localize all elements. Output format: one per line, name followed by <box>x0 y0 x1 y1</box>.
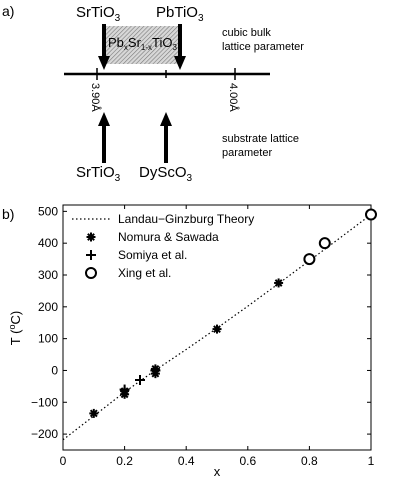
y-tick-label: 300 <box>38 268 58 282</box>
series-1 <box>89 278 284 418</box>
legend-item: Somiya et al. <box>86 248 187 262</box>
substrate-note-line-1: substrate lattice <box>222 133 299 145</box>
srtio3-down-arrow <box>98 24 110 70</box>
top-right-compound: PbTiO3 <box>156 4 204 24</box>
y-tick-label: 500 <box>38 204 58 218</box>
dysco3-up-arrow <box>160 112 172 163</box>
top-left-compound: SrTiO3 <box>76 4 121 24</box>
y-tick-label: 100 <box>38 332 58 346</box>
data-point <box>365 208 377 221</box>
y-tick-label: 200 <box>38 300 58 314</box>
x-tick-label: 0.8 <box>301 454 318 468</box>
bottom-right-compound: DyScO3 <box>139 164 193 184</box>
y-axis-label: T (oC) <box>7 311 23 345</box>
series-line-landau-ginzburg <box>62 214 372 441</box>
data-point <box>119 384 130 395</box>
data-point <box>150 365 161 376</box>
bottom-left-compound: SrTiO3 <box>76 164 121 184</box>
panel-b: b) 0 0.2 0.4 0.6 0.8 1 −200 −100 0 100 200 300 400 5… <box>2 204 377 479</box>
panel-b-label: b) <box>2 206 14 222</box>
legend-swatch <box>86 232 96 242</box>
solid-solution-label: PbxSr1-xTiO3 <box>108 35 178 52</box>
legend-item: Nomura & Sawada <box>86 230 219 244</box>
x-tick-label: 0 <box>60 454 67 468</box>
legend-label: Somiya et al. <box>118 248 187 262</box>
legend-item: Landau−Ginzburg Theory <box>72 212 254 226</box>
legend-swatch <box>85 267 97 279</box>
data-point <box>274 278 284 288</box>
legend-label: Nomura & Sawada <box>118 230 219 244</box>
srtio3-up-arrow <box>98 112 110 163</box>
legend-item: Xing et al. <box>85 266 171 280</box>
substrate-note-line-2: parameter <box>222 147 272 159</box>
pbtio3-down-arrow <box>174 24 186 70</box>
tick-label-390: 3.90Å <box>89 83 102 112</box>
tick-label-400: 4.00Å <box>227 83 240 112</box>
data-point <box>135 375 145 385</box>
series-2 <box>119 365 161 395</box>
bulk-note-line-1: cubic bulk <box>222 27 271 39</box>
y-tick-label: −100 <box>31 395 58 409</box>
y-tick-label: 0 <box>51 363 58 377</box>
y-axis: −200 −100 0 100 200 300 400 500 <box>31 204 371 441</box>
x-axis-label: x <box>214 464 221 479</box>
legend-label: Xing et al. <box>118 266 171 280</box>
data-point <box>318 237 331 250</box>
data-point <box>303 253 316 266</box>
plot-area <box>62 204 372 451</box>
y-tick-label: −200 <box>31 427 58 441</box>
solid-solution-box <box>104 26 181 64</box>
data-point <box>89 408 99 418</box>
data-layer <box>62 208 377 441</box>
panel-a: a) SrTiO3 PbTiO3 PbxSr1-xTiO3 cubic bulk… <box>2 3 304 184</box>
legend-swatch <box>86 250 96 260</box>
bulk-note-line-2: lattice parameter <box>222 41 304 53</box>
y-tick-label: 400 <box>38 236 58 250</box>
x-tick-label: 0.4 <box>178 454 195 468</box>
data-point <box>212 324 222 334</box>
x-axis: 0 0.2 0.4 0.6 0.8 1 <box>60 205 375 468</box>
legend-label: Landau−Ginzburg Theory <box>118 212 254 226</box>
series-3 <box>303 208 377 266</box>
panel-a-label: a) <box>2 3 14 19</box>
x-tick-label: 0.6 <box>239 454 256 468</box>
x-tick-label: 0.2 <box>116 454 133 468</box>
legend: Landau−Ginzburg Theory Nomura & Sawada Som… <box>72 212 254 280</box>
x-tick-label: 1 <box>368 454 375 468</box>
